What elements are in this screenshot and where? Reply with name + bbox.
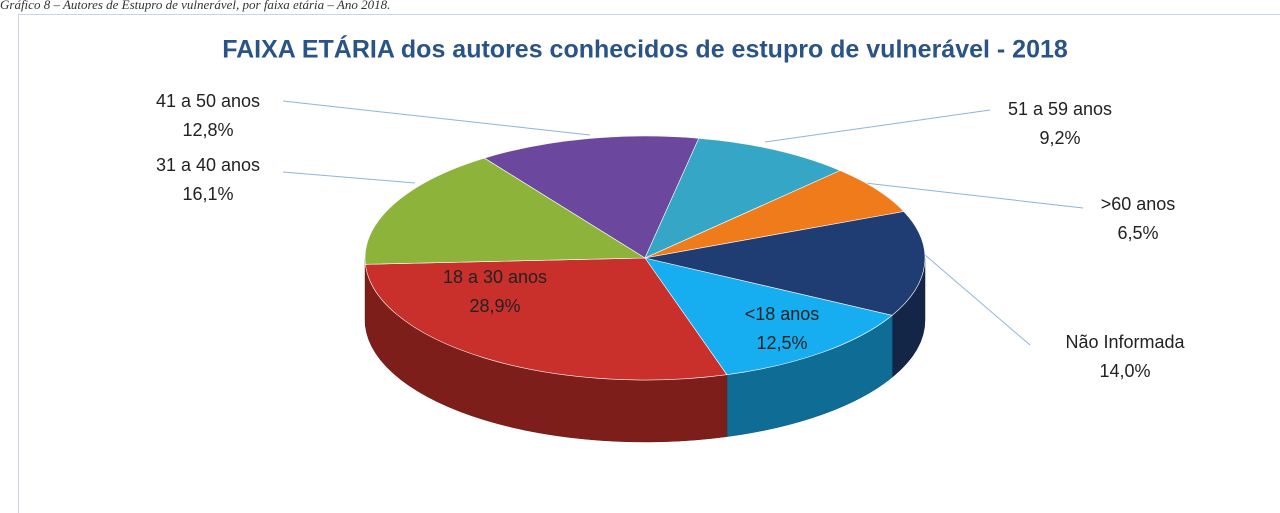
pie-slice (644, 211, 926, 316)
chart-title: FAIXA ETÁRIA dos autores conhecidos de e… (222, 35, 1068, 64)
pie (364, 135, 926, 443)
pie-slice (644, 137, 841, 259)
leader-lines (282, 100, 1084, 346)
slice-value-label: 14,0% (1099, 361, 1150, 381)
leader-line (864, 182, 1084, 209)
slice-label: 51 a 59 anos (1008, 99, 1112, 119)
slice-label: >60 anos (1101, 194, 1176, 214)
pie-slice (644, 257, 893, 375)
slice-value-label: 6,5% (1117, 223, 1158, 243)
slice-value-label: 16,1% (182, 184, 233, 204)
caption: Gráfico 8 – Autores de Estupro de vulner… (0, 0, 390, 12)
slice-value-label: 28,9% (469, 296, 520, 316)
labels: <18 anos 12,5% 18 a 30 anos 28,9% 31 a 40 an… (156, 91, 1186, 381)
slice-value-label: 12,8% (182, 120, 233, 140)
pie-slice (365, 257, 728, 381)
leader-line (924, 254, 1031, 346)
slice-label: 18 a 30 anos (443, 267, 547, 287)
pie-slice (644, 170, 905, 259)
slice-label: 31 a 40 anos (156, 155, 260, 175)
slice-label: Não Informada (1065, 332, 1185, 352)
slice-value-label: 9,2% (1039, 128, 1080, 148)
slice-label: 41 a 50 anos (156, 91, 260, 111)
slice-label: <18 anos (745, 304, 820, 324)
leader-line (764, 109, 991, 143)
leader-line (282, 100, 591, 136)
pie-slice (364, 157, 647, 265)
pie-slice (483, 135, 700, 259)
leader-line (282, 171, 416, 184)
chart-border (18, 14, 1280, 513)
slice-value-label: 12,5% (756, 333, 807, 353)
